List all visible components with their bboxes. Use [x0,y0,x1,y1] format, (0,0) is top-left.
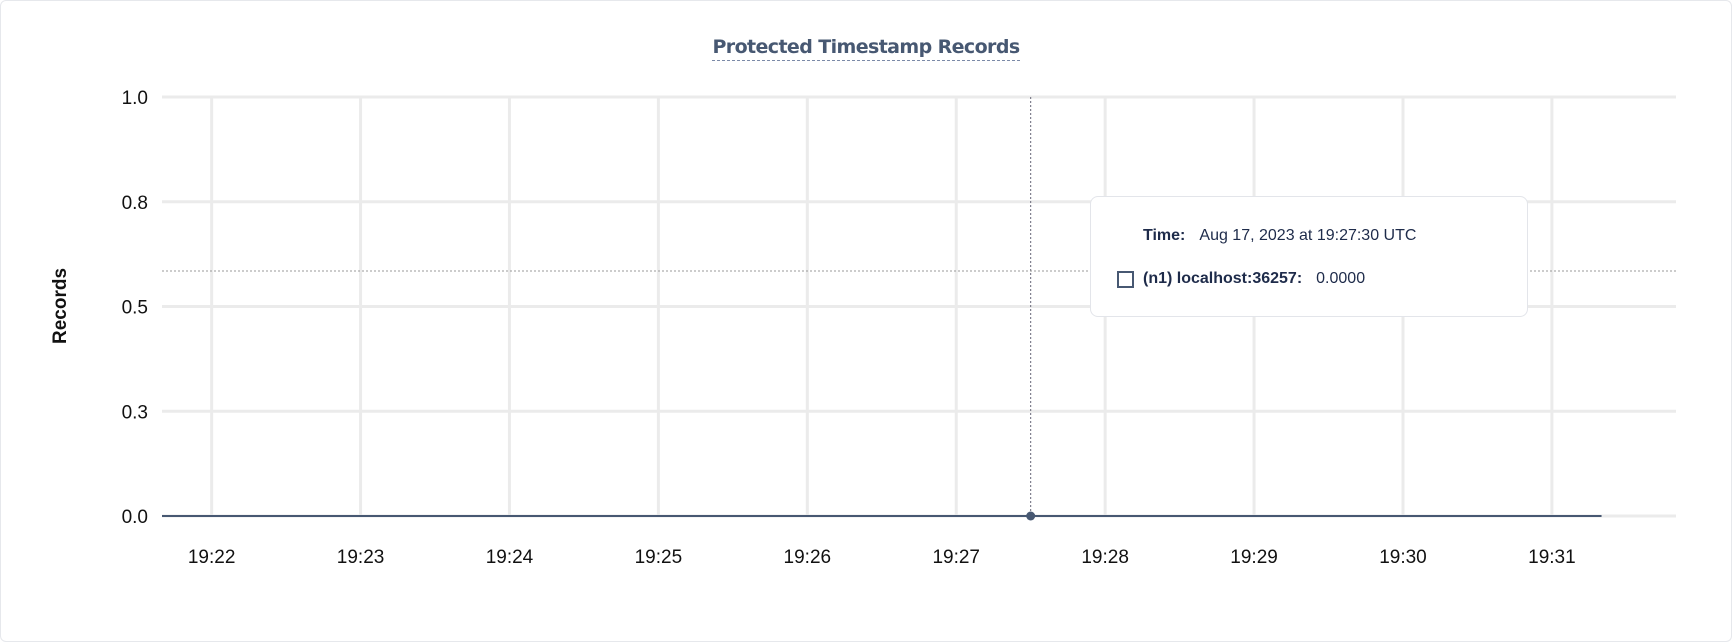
chart-title-wrap: Protected Timestamp Records [0,36,1732,61]
x-tick-label: 19:31 [1528,547,1576,568]
series-swatch-icon [1117,270,1134,288]
x-tick-label: 19:24 [486,547,534,568]
x-tick-label: 19:25 [635,547,683,568]
tooltip-time-value: Aug 17, 2023 at 19:27:30 UTC [1199,227,1417,244]
x-tick-label: 19:23 [337,547,385,568]
y-tick-label: 1.0 [122,88,148,109]
plot-area[interactable]: 19:22 19:23 19:24 19:25 19:26 19:27 19:28 19:29… [0,0,1732,628]
y-tick-label: 0.0 [122,507,148,528]
hover-point [1026,511,1036,521]
x-tick-label: 19:26 [784,547,832,568]
x-tick-label: 19:28 [1081,547,1129,568]
tooltip-series-label: (n1) localhost:36257: [1143,270,1303,287]
x-tick-label: 19:27 [932,547,980,568]
tooltip-time-label: Time: [1143,227,1186,244]
y-tick-label: 0.5 [122,298,148,319]
x-tick-label: 19:29 [1230,547,1278,568]
tooltip-series-value: 0.0000 [1316,270,1366,287]
x-tick-label: 19:30 [1379,547,1427,568]
y-tick-label: 0.8 [122,193,148,214]
tooltip: Time: Aug 17, 2023 at 19:27:30 UTC (n1) l… [1090,196,1528,317]
chart-title[interactable]: Protected Timestamp Records [712,36,1020,61]
x-tick-label: 19:22 [188,547,236,568]
y-tick-label: 0.3 [122,402,148,423]
